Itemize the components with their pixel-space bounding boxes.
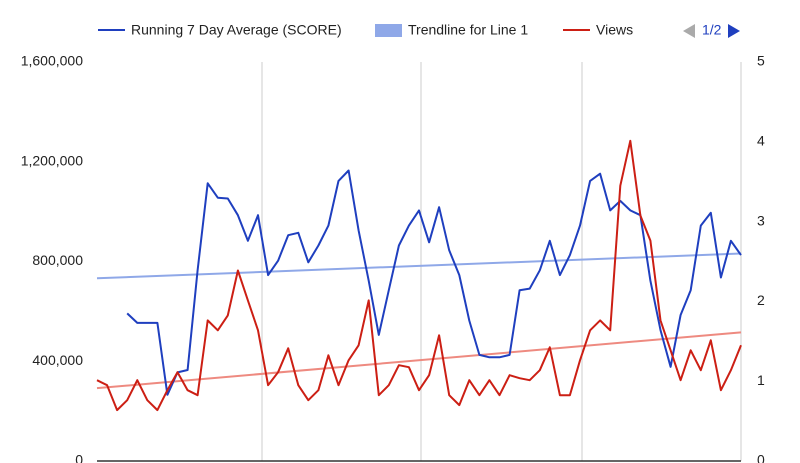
y2-tick-label: 0	[757, 452, 765, 463]
y2-tick-label: 4	[757, 133, 765, 149]
y-tick-label: 0	[75, 452, 83, 463]
legend-next[interactable]	[728, 24, 740, 38]
y-tick-label: 800,000	[32, 252, 83, 268]
legend-swatch	[375, 24, 402, 37]
trendline	[96, 252, 742, 280]
y2-tick-label: 3	[757, 212, 765, 228]
legend-label: Running 7 Day Average (SCORE)	[131, 22, 342, 38]
legend-label: Trendline for Line 1	[408, 22, 528, 38]
series-line	[126, 169, 742, 396]
legend-page: 1/2	[702, 22, 722, 38]
trendline	[96, 331, 742, 390]
y-tick-label: 1,600,000	[21, 53, 83, 69]
series-line	[96, 139, 742, 412]
y-tick-label: 400,000	[32, 352, 83, 368]
legend-prev[interactable]	[683, 24, 695, 38]
y-tick-label: 1,200,000	[21, 152, 83, 168]
y2-tick-label: 2	[757, 292, 765, 308]
vertical-grid	[261, 62, 742, 461]
y2-tick-label: 1	[757, 372, 765, 388]
legend-label: Views	[596, 22, 633, 38]
y2-tick-label: 5	[757, 53, 765, 69]
